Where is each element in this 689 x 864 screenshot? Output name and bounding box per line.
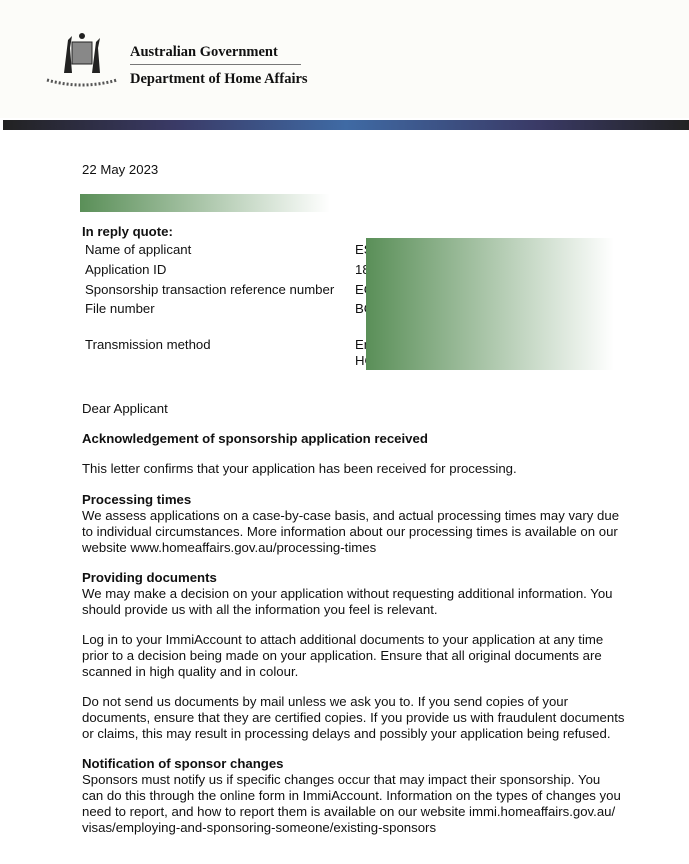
body-line: or claims, this may result in processing…	[82, 726, 611, 741]
divider	[130, 64, 301, 65]
body-line: need to report, and how to report them i…	[82, 804, 616, 819]
reply-label: Application ID	[85, 262, 167, 277]
coat-of-arms-icon	[46, 33, 118, 87]
body-line: prior to a decision being made on your a…	[82, 648, 602, 663]
body-line: Do not send us documents by mail unless …	[82, 694, 568, 709]
government-name: Australian Government	[130, 44, 278, 60]
salutation: Dear Applicant	[82, 401, 168, 416]
reply-label: Transmission method	[85, 337, 211, 352]
body-line: scanned in high quality and in colour.	[82, 664, 299, 679]
redaction	[366, 238, 614, 370]
letter-date: 22 May 2023	[82, 162, 159, 177]
section-heading: Providing documents	[82, 570, 217, 585]
letterhead: Australian Government Department of Home…	[0, 0, 689, 118]
subject: Acknowledgement of sponsorship applicati…	[82, 431, 428, 446]
reply-label: Sponsorship transaction reference number	[85, 282, 335, 297]
reply-value: 18	[355, 262, 367, 277]
reply-label: Name of applicant	[85, 242, 192, 257]
reply-value: BC	[355, 301, 367, 316]
reply-value: EC	[355, 282, 367, 297]
body-line: visas/employing-and-sponsoring-someone/e…	[82, 820, 437, 835]
reply-heading: In reply quote:	[82, 224, 173, 239]
department-name: Department of Home Affairs	[130, 71, 308, 87]
body-line: Log in to your ImmiAccount to attach add…	[82, 632, 604, 647]
header-bar	[3, 120, 689, 130]
body-line: documents, ensure that they are certifie…	[82, 710, 625, 725]
section-heading: Notification of sponsor changes	[82, 756, 284, 771]
body-line: can do this through the online form in I…	[82, 788, 621, 803]
redaction	[80, 194, 330, 212]
reply-value: ES	[355, 242, 367, 257]
reply-value: En	[355, 337, 367, 352]
body-line: website www.homeaffairs.gov.au/processin…	[82, 540, 377, 555]
body-line: to individual circumstances. More inform…	[82, 524, 618, 539]
body-line: We may make a decision on your applicati…	[82, 586, 613, 601]
intro: This letter confirms that your applicati…	[82, 461, 517, 476]
body-line: Sponsors must notify us if specific chan…	[82, 772, 601, 787]
body-line: We assess applications on a case-by-case…	[82, 508, 620, 523]
reply-label: File number	[85, 301, 155, 316]
section-heading: Processing times	[82, 492, 192, 507]
body-line: should provide us with all the informati…	[82, 602, 438, 617]
reply-value: HC	[355, 353, 367, 368]
